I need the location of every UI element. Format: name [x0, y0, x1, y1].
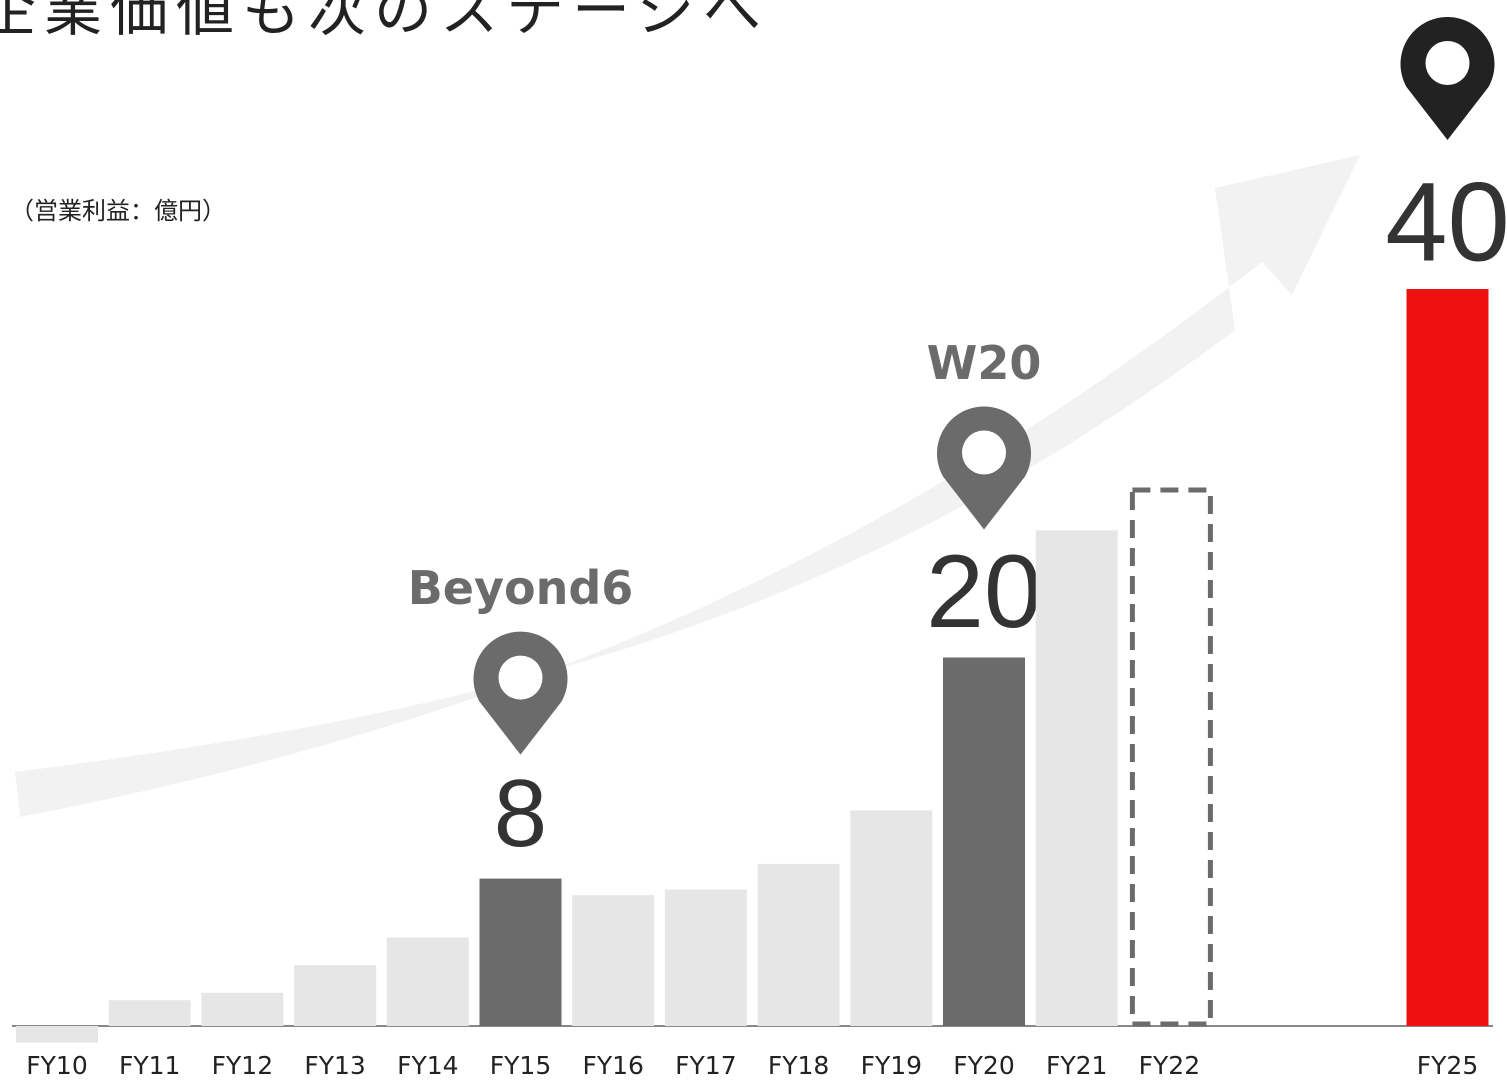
- bar: [572, 895, 655, 1026]
- value-label: 8: [494, 760, 547, 867]
- x-tick-label: FY11: [119, 1051, 180, 1080]
- bar: [294, 965, 377, 1026]
- annotation: W20: [927, 336, 1042, 390]
- growth-arrow: [15, 155, 1360, 817]
- value-label: 40: [1385, 160, 1507, 285]
- x-tick-label: FY10: [26, 1051, 87, 1080]
- x-tick-label: FY14: [397, 1051, 458, 1080]
- bar: [16, 1026, 98, 1043]
- bar: [1406, 289, 1489, 1026]
- bar: [850, 810, 933, 1026]
- pin-hole: [962, 430, 1006, 475]
- x-tick-label: FY12: [212, 1051, 273, 1080]
- pin-hole: [1425, 41, 1470, 85]
- x-tick-label: FY22: [1139, 1051, 1200, 1080]
- bar: [479, 878, 562, 1026]
- x-tick-label: FY25: [1417, 1051, 1478, 1080]
- x-tick-label: FY18: [768, 1051, 829, 1080]
- bar: [1129, 487, 1213, 1027]
- bar: [664, 889, 747, 1026]
- chart-title: 企業価値も次のステージへ: [0, 0, 769, 44]
- bar: [386, 937, 469, 1026]
- x-tick-label: FY19: [861, 1051, 922, 1080]
- bar: [757, 863, 840, 1026]
- bar: [108, 1000, 191, 1026]
- pin-hole: [498, 655, 543, 700]
- x-tick-label: FY13: [304, 1051, 365, 1080]
- bar: [943, 657, 1025, 1026]
- bar: [201, 992, 284, 1026]
- x-tick-label: FY16: [582, 1051, 643, 1080]
- bar: [1035, 530, 1118, 1026]
- value-label: 20: [926, 534, 1042, 650]
- x-tick-label: FY20: [953, 1051, 1014, 1080]
- chart-subtitle: （営業利益：億円）: [10, 197, 226, 225]
- x-tick-label: FY17: [675, 1051, 736, 1080]
- annotation: Beyond6: [408, 561, 634, 615]
- x-tick-label: FY15: [490, 1051, 551, 1080]
- x-tick-label: FY21: [1046, 1051, 1107, 1080]
